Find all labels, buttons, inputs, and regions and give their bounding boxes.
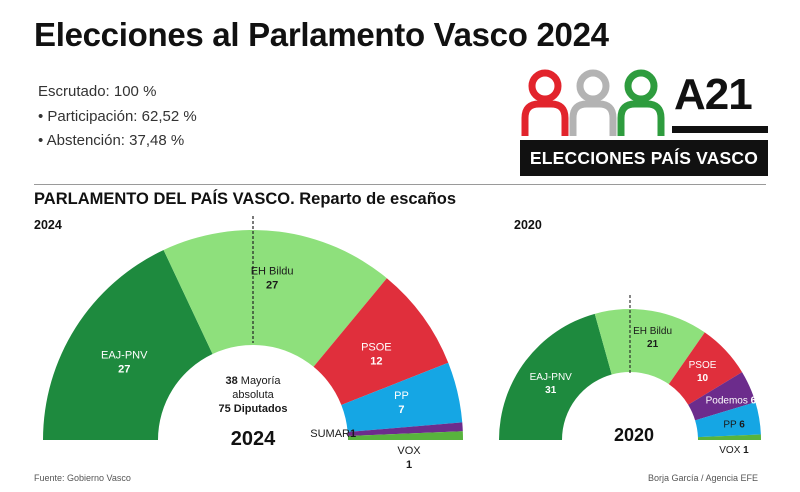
seat-count-label: 31	[545, 385, 557, 396]
majority-note: absoluta	[232, 389, 274, 401]
seat-slice-podemos	[688, 372, 756, 421]
seat-slice-pp	[695, 402, 761, 438]
seat-count-label: 6	[751, 396, 757, 407]
page-title: Elecciones al Parlamento Vasco 2024	[34, 16, 609, 53]
party-label: PP	[394, 390, 409, 402]
seat-slice-eh-bildu	[594, 309, 705, 385]
seat-slice-psoe	[668, 332, 743, 405]
seat-count-label: 7	[398, 404, 404, 416]
a21-logo: A21 ELECCIONES PAÍS VASCO	[520, 66, 772, 178]
chart-year-label: 2024	[231, 428, 276, 450]
party-label: VOX 1	[719, 445, 749, 456]
figure-head-icon	[624, 69, 658, 103]
majority-note: 38 Mayoría	[225, 375, 281, 387]
party-label: EH Bildu	[633, 326, 672, 337]
seat-count-label: 6	[739, 419, 745, 430]
voters-logo-icon	[521, 69, 665, 136]
seat-count-label: 1	[743, 445, 749, 456]
stat-abstencion: • Abstención: 37,48 %	[38, 132, 185, 149]
footer-source: Fuente: Gobierno Vasco	[34, 473, 131, 483]
seat-slice-eaj-pnv	[499, 313, 612, 440]
seat-slice-eh-bildu	[163, 230, 387, 367]
party-label: PSOE	[689, 360, 717, 371]
chart-year-label: 2020	[614, 425, 654, 445]
seat-slice-eaj-pnv	[43, 249, 213, 440]
party-label: PSOE	[361, 341, 392, 353]
party-label: EAJ-PNV	[530, 372, 573, 383]
figure-head-icon	[528, 69, 562, 103]
party-label: EAJ-PNV	[101, 349, 148, 361]
seat-count-label: 1	[406, 459, 412, 471]
seat-count-label: 21	[647, 339, 659, 350]
party-label: PP 6	[723, 419, 745, 430]
section-divider	[34, 184, 766, 185]
party-label: SUMAR	[310, 428, 350, 440]
party-label: EH Bildu	[251, 266, 294, 278]
figure-body-icon	[521, 100, 569, 136]
stat-escrutado: Escrutado: 100 %	[38, 83, 157, 100]
seat-count-label: 27	[118, 363, 130, 375]
seat-slice-psoe	[313, 278, 449, 406]
section-title: PARLAMENTO DEL PAÍS VASCO. Reparto de es…	[34, 190, 457, 208]
parliament-chart-2024: EAJ-PNV 27 EH Bildu 27 PSOE 12 PP 7 SUMAR 1 VOX 1 3…	[43, 216, 463, 471]
seat-count-label: 27	[266, 280, 278, 292]
year-heading-2024: 2024	[34, 218, 62, 232]
seat-count-label: 1	[350, 428, 356, 440]
year-heading-2020: 2020	[514, 218, 542, 232]
logo-underline	[672, 126, 768, 133]
logo-a21-text: A21	[674, 70, 753, 119]
seat-slice-vox	[347, 431, 463, 440]
footer-credit: Borja García / Agencia EFE	[647, 473, 758, 483]
total-seats-note: 75 Diputados	[218, 403, 287, 415]
logo-band-text: ELECCIONES PAÍS VASCO	[520, 140, 768, 176]
seat-count-label: 10	[697, 373, 709, 384]
figure-body-icon	[617, 100, 665, 136]
party-label: VOX	[397, 445, 421, 457]
seat-count-label: 12	[370, 355, 382, 367]
seat-slice-pp	[341, 362, 463, 433]
party-label: Podemos 6	[706, 396, 757, 407]
figure-head-icon	[576, 69, 610, 103]
seat-slice-vox	[697, 434, 761, 440]
results-stats: Escrutado: 100 % • Participación: 62,52 …	[38, 80, 197, 154]
figure-body-icon	[569, 100, 617, 136]
stat-participacion: • Participación: 62,52 %	[38, 107, 197, 125]
parliament-chart-2020: EAJ-PNV 31 EH Bildu 21 PSOE 10 Podemos 6 PP 6 VO…	[499, 295, 761, 456]
seat-slice-sumar	[347, 422, 463, 437]
